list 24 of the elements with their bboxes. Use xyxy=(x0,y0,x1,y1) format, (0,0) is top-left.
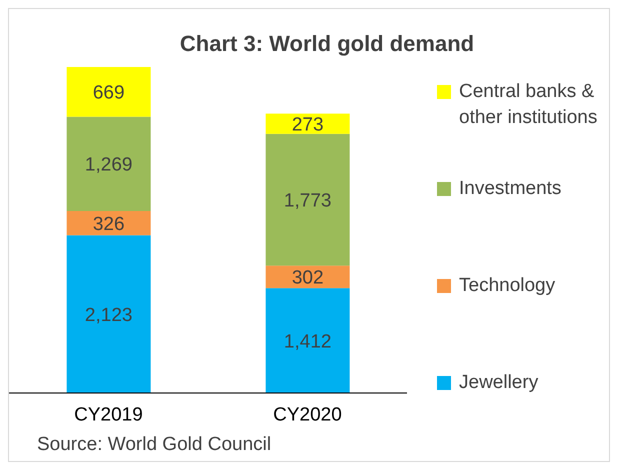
bar xyxy=(66,67,151,117)
x-tick-label: CY2019 xyxy=(74,404,143,426)
legend-label: Technology xyxy=(459,274,556,298)
data-label: 302 xyxy=(292,268,324,289)
data-label: 669 xyxy=(92,82,125,104)
bar xyxy=(266,288,350,393)
legend-label: Jewellery xyxy=(459,371,540,395)
chart-title: Chart 3: World gold demand xyxy=(178,31,476,57)
data-label: 326 xyxy=(92,214,125,235)
source-note: Source: World Gold Council xyxy=(37,434,272,456)
legend-label: Investments xyxy=(459,177,562,201)
data-label: 1,773 xyxy=(284,190,332,212)
data-label: 273 xyxy=(292,114,324,136)
data-label: 2,123 xyxy=(84,304,132,326)
bar xyxy=(66,235,151,393)
bar xyxy=(66,116,151,212)
data-label: 1,269 xyxy=(84,154,132,176)
data-label: 1,412 xyxy=(284,331,332,352)
x-tick-label: CY2020 xyxy=(273,404,342,426)
bar xyxy=(266,114,350,134)
bar xyxy=(266,134,350,266)
legend-label: Central banks & other institutions xyxy=(459,80,598,130)
bar xyxy=(266,266,350,288)
bar xyxy=(66,211,151,236)
